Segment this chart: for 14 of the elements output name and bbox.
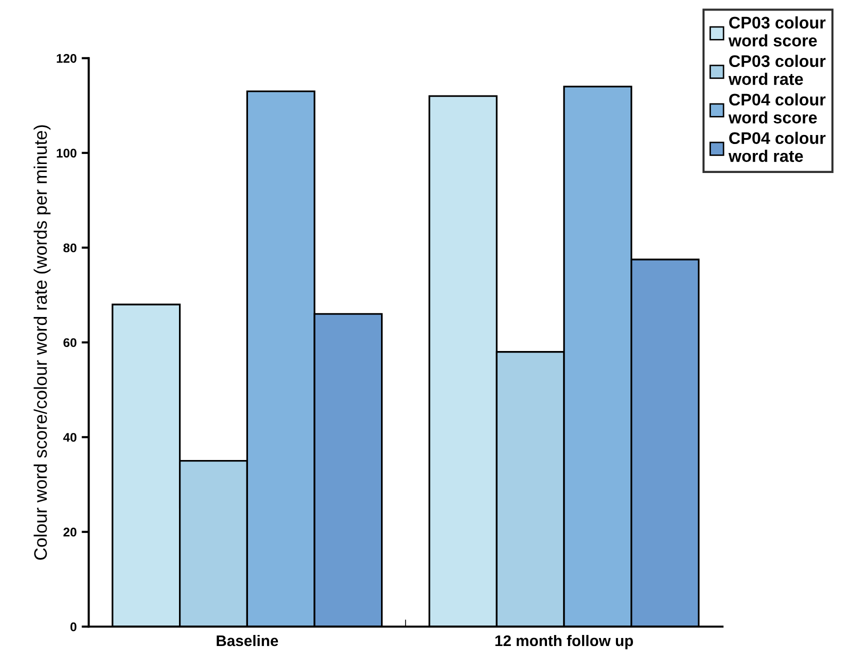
legend-label: CP03 colour word rate	[728, 54, 826, 86]
y-tick-label: 60	[63, 338, 76, 348]
y-tick-label: 120	[56, 54, 76, 63]
y-tick-label: 0	[70, 622, 76, 632]
legend-label: CP04 colour word rate	[728, 132, 826, 162]
x-tick-label: Baseline	[216, 634, 278, 646]
x-tick-label: 12 month follow up	[495, 634, 634, 650]
y-tick-label: 100	[56, 148, 76, 158]
legend-label: CP03 colour word score	[728, 16, 826, 47]
y-tick-label: 20	[63, 528, 76, 537]
legend-label: CP04 colour word score	[728, 93, 826, 124]
y-axis-title: Colour word score/colour word rate (words per minute)	[34, 125, 51, 560]
y-tick-label: 40	[63, 432, 76, 442]
y-tick-label: 80	[63, 243, 76, 252]
